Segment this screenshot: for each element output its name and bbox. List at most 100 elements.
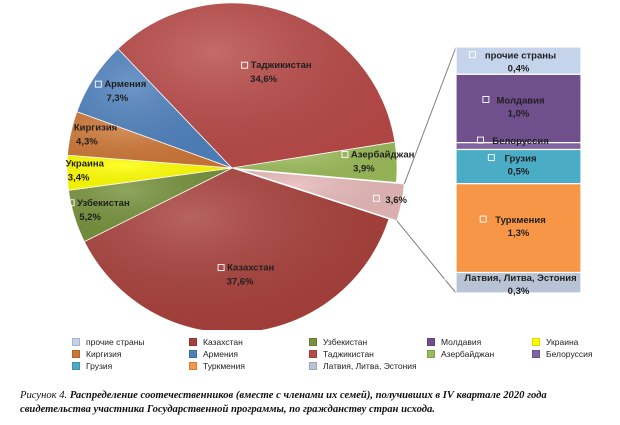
slice-marker-украина [56,159,64,167]
slice-marker-казахстан [217,264,225,272]
pie-slice-shading [232,142,397,183]
pie-slice-shading [117,3,395,169]
pie-slice-shading [68,168,233,242]
legend-label: Украина [546,337,579,347]
legend-label: Узбекистан [323,337,368,347]
bar-segment-грузия [455,148,582,185]
bar-segment-латвия-литва-эстония [455,271,582,294]
slice-label-азербайджан: Азербайджан [351,149,415,160]
legend-label: Азербайджан [441,349,495,359]
slice-marker-армения [94,80,102,88]
bar-marker-туркмения [479,215,487,223]
pie-of-bar-chart: Казахстан 37,6% Узбекистан 5,2% Украина 3,4% К… [56,2,582,330]
legend-swatch [72,338,80,346]
bar-label-молдавия: Молдавия [496,96,544,107]
legend-label: Туркмения [203,361,245,371]
slice-marker-узбекистан [67,199,75,207]
slice-value-казахстан: 37,6% [227,277,254,288]
slice-value-узбекистан: 5,2% [79,212,101,223]
slice-marker-азербайджан [341,150,349,158]
bar-marker-белоруссия [477,136,484,144]
legend-item: Грузия [72,361,112,371]
legend-swatch [309,338,317,346]
bar-value-туркмения: 1,3% [508,228,530,239]
bar-marker-молдавия [482,96,490,103]
legend-item: Молдавия [427,337,481,347]
bar-label-грузия: Грузия [505,154,537,165]
legend-label: Армения [203,349,239,359]
legend-swatch [427,338,435,346]
slice-value-киргизия: 4,3% [76,137,98,148]
pie: Казахстан 37,6% Узбекистан 5,2% Украина 3,4% К… [56,2,415,330]
bar-marker-грузия [487,154,495,162]
legend-swatch [309,350,317,358]
slice-label-киргизия: Киргизия [74,123,117,134]
pie-slice-shading [76,48,232,168]
slice-value-other: 3,6% [385,195,407,206]
legend-swatch [189,362,197,370]
bar-value-молдавия: 1,0% [508,109,530,120]
bar-segment-прочие-страны [455,46,582,75]
legend-item: Азербайджан [427,349,494,359]
caption-lead: Рисунок 4. [20,390,68,401]
caption-text: Распределение соотечественников (вместе … [20,390,547,415]
legend-label: прочие страны [86,337,145,347]
bar-value-прочие-страны: 0,4% [508,64,530,75]
slice-value-армения: 7,3% [106,93,128,104]
legend-item: Латвия, Литва, Эстония [309,361,417,371]
stacked-bar: прочие страны 0,4% Молдавия 1,0% Белоруссия 0… [444,46,582,297]
bar-segment-туркмения [455,183,582,274]
slice-label-казахстан: Казахстан [227,263,274,274]
legend-label: Латвия, Литва, Эстония [323,361,417,371]
legend-swatch [72,362,80,370]
legend-swatch [72,350,80,358]
legend-swatch [532,350,540,358]
legend-item: Белоруссия [532,349,592,359]
slice-marker-таджикистан [241,61,249,69]
legend-item: Туркмения [189,361,245,371]
bar-value-латвия-литва-эстония: 0,3% [508,286,530,297]
legend-swatch [309,362,317,370]
slice-label-украина: Украина [66,158,105,169]
legend-swatch [532,338,540,346]
legend-item: Таджикистан [309,349,374,359]
legend-label: Грузия [86,361,113,371]
legend-label: Белоруссия [546,349,593,359]
legend-item: Казахстан [189,337,243,347]
bar-label-белоруссия: Белоруссия [492,136,549,147]
pie-slice-shading [239,169,405,221]
bar-label-туркмения: Туркмения [495,215,546,226]
legend-item: прочие страны [72,337,145,347]
legend-item: Армения [189,349,238,359]
slice-value-азербайджан: 3,9% [353,163,375,174]
bar-marker-латвия-литва-эстония [444,273,452,281]
legend-item: Узбекистан [309,337,367,347]
connector-lines [396,46,457,294]
legend-label: Молдавия [441,337,482,347]
legend-swatch [189,338,197,346]
slice-value-таджикистан: 34,6% [250,74,277,85]
figure-caption: Рисунок 4. Распределение соотечественник… [20,389,620,417]
slice-label-армения: Армения [104,79,146,90]
legend-swatch [189,350,197,358]
legend-item: Киргизия [72,349,122,359]
bar-label-прочие-страны: прочие страны [485,51,556,62]
pie-slice-shading [67,155,232,191]
legend-swatch [427,350,435,358]
legend-label: Таджикистан [323,349,374,359]
legend-label: Казахстан [203,337,243,347]
slice-label-таджикистан: Таджикистан [251,60,312,71]
slice-marker-киргизия [64,124,72,131]
connector-bottom [396,220,457,294]
slice-marker-other [372,194,380,202]
bar-marker-прочие-страны [468,51,476,59]
connector-top [403,46,457,185]
legend-label: Киргизия [86,349,122,359]
pie-slice-shading [67,111,233,168]
bar-value-грузия: 0,5% [508,167,530,178]
slice-value-украина: 3,4% [68,172,90,183]
legend-item: Украина [532,337,578,347]
pie-slice-shading [84,168,389,330]
bar-label-латвия-литва-эстония: Латвия, Литва, Эстония [464,273,576,284]
slice-label-узбекистан: Узбекистан [77,198,130,209]
